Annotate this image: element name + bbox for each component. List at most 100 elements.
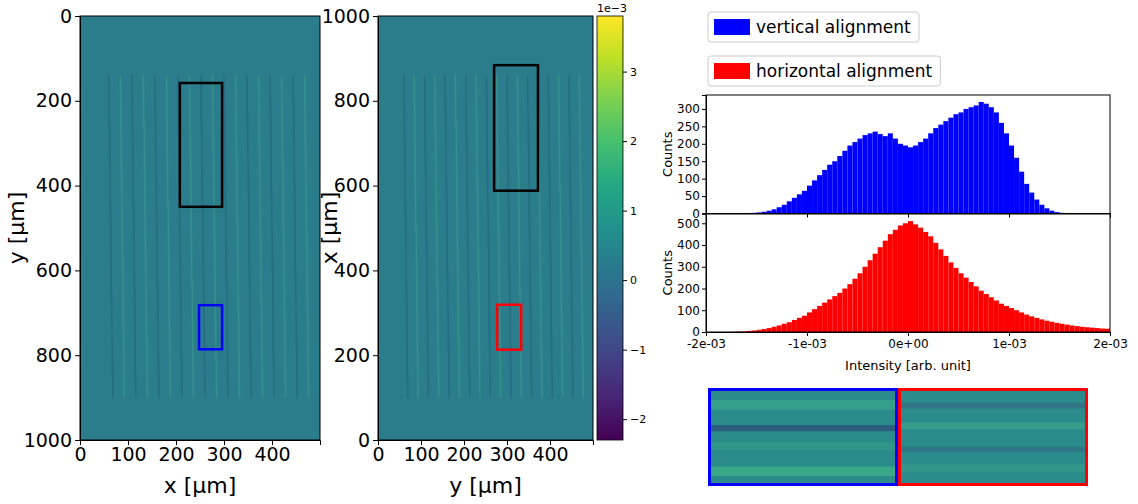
texture-line <box>486 75 490 397</box>
tick-mark <box>623 419 627 420</box>
bar <box>959 112 964 213</box>
inset-band <box>708 425 898 431</box>
bar <box>792 320 797 332</box>
bar <box>913 224 918 332</box>
tick-mark <box>702 109 706 110</box>
bar <box>964 278 969 332</box>
bar <box>898 225 903 332</box>
tick-label: 3 <box>630 66 637 79</box>
bar <box>999 304 1004 332</box>
bar <box>1029 316 1034 332</box>
texture-line <box>293 75 297 397</box>
tick: 3 <box>623 66 637 79</box>
tick-label: 300 <box>206 443 242 465</box>
frame <box>378 16 593 440</box>
tick-mark <box>623 141 627 142</box>
bar <box>837 156 842 214</box>
texture-line <box>435 75 439 397</box>
bar <box>812 309 817 332</box>
bar <box>1029 193 1034 214</box>
tick: 250 <box>677 120 706 134</box>
tick-label: 200 <box>446 443 482 465</box>
bar <box>1054 323 1059 332</box>
tick-label: 0 <box>74 443 86 465</box>
tick: 0e+00 <box>888 332 928 351</box>
tick: -2e-03 <box>687 332 726 351</box>
axis-title: x [μm] <box>164 473 237 498</box>
bar <box>974 286 979 332</box>
bar <box>923 139 928 214</box>
tick-label: 400 <box>532 443 568 465</box>
tick-mark <box>623 280 627 281</box>
tick: 300 <box>489 440 525 465</box>
tick: 800 <box>36 344 80 366</box>
texture-line <box>282 75 286 397</box>
tick-label: 200 <box>36 89 72 111</box>
bar <box>979 291 984 332</box>
bar <box>933 128 938 213</box>
tick-label: 200 <box>677 282 700 296</box>
tick-label: 1000 <box>24 429 72 451</box>
tick-label: 400 <box>36 174 72 196</box>
bar <box>903 146 908 214</box>
bar <box>863 135 868 213</box>
tick-mark <box>702 289 706 290</box>
tick-mark <box>807 332 808 336</box>
tick-label: 600 <box>36 259 72 281</box>
axis-title: Counts <box>660 250 675 296</box>
axis: -2e-03-1e-030e+001e-032e-03 <box>687 332 1128 351</box>
bar <box>908 221 913 332</box>
tick-label: 400 <box>254 443 290 465</box>
bar <box>1095 328 1100 332</box>
bar <box>767 328 772 332</box>
bar <box>1075 326 1080 332</box>
axis-title: y [μm] <box>449 473 522 498</box>
bar <box>1044 208 1049 213</box>
tick-label: 50 <box>685 189 700 203</box>
tick: 100 <box>403 440 439 465</box>
bar <box>863 267 868 332</box>
frame <box>80 16 320 440</box>
tick: 2 <box>623 135 637 148</box>
legend-box <box>708 56 940 86</box>
axis: 02004006008001000 <box>24 5 81 451</box>
tick: 500 <box>677 217 706 231</box>
bar <box>1060 324 1065 332</box>
inset-frame <box>710 390 897 485</box>
tick-label: 2 <box>630 135 637 148</box>
tick-label: 100 <box>677 172 700 186</box>
tick-mark <box>373 16 378 17</box>
bar <box>827 165 832 214</box>
texture-line <box>120 75 124 397</box>
tick-label: 500 <box>677 217 700 231</box>
tick-label: -1e-03 <box>788 337 827 351</box>
tick: 1000 <box>322 5 378 27</box>
axis: 0100200300400500 <box>677 214 706 339</box>
inset-band <box>708 400 898 410</box>
bar <box>943 256 948 332</box>
bar <box>782 324 787 332</box>
tick-label: 200 <box>334 344 370 366</box>
figure: 010020030040002004006008001000x [μm]y [μ… <box>0 0 1138 504</box>
bar <box>1039 205 1044 214</box>
bar <box>1070 325 1075 332</box>
frame <box>706 214 1110 333</box>
texture-line <box>445 75 449 397</box>
legend-item: vertical alignment <box>708 12 919 42</box>
axis-line <box>702 96 707 215</box>
tick-mark <box>75 16 80 17</box>
texture-line <box>259 75 263 397</box>
legend-label: vertical alignment <box>756 17 911 37</box>
bar <box>868 133 873 213</box>
tick: 200 <box>677 137 706 151</box>
bar <box>984 104 989 214</box>
axis-title: y [μm] <box>4 192 29 265</box>
bar <box>842 289 847 332</box>
tick-label: 250 <box>677 120 700 134</box>
bar <box>878 247 883 332</box>
bars <box>751 102 1064 214</box>
bar <box>1004 306 1009 332</box>
bar <box>1044 321 1049 332</box>
tick: 1e-03 <box>992 332 1027 351</box>
tick-mark <box>623 72 627 73</box>
